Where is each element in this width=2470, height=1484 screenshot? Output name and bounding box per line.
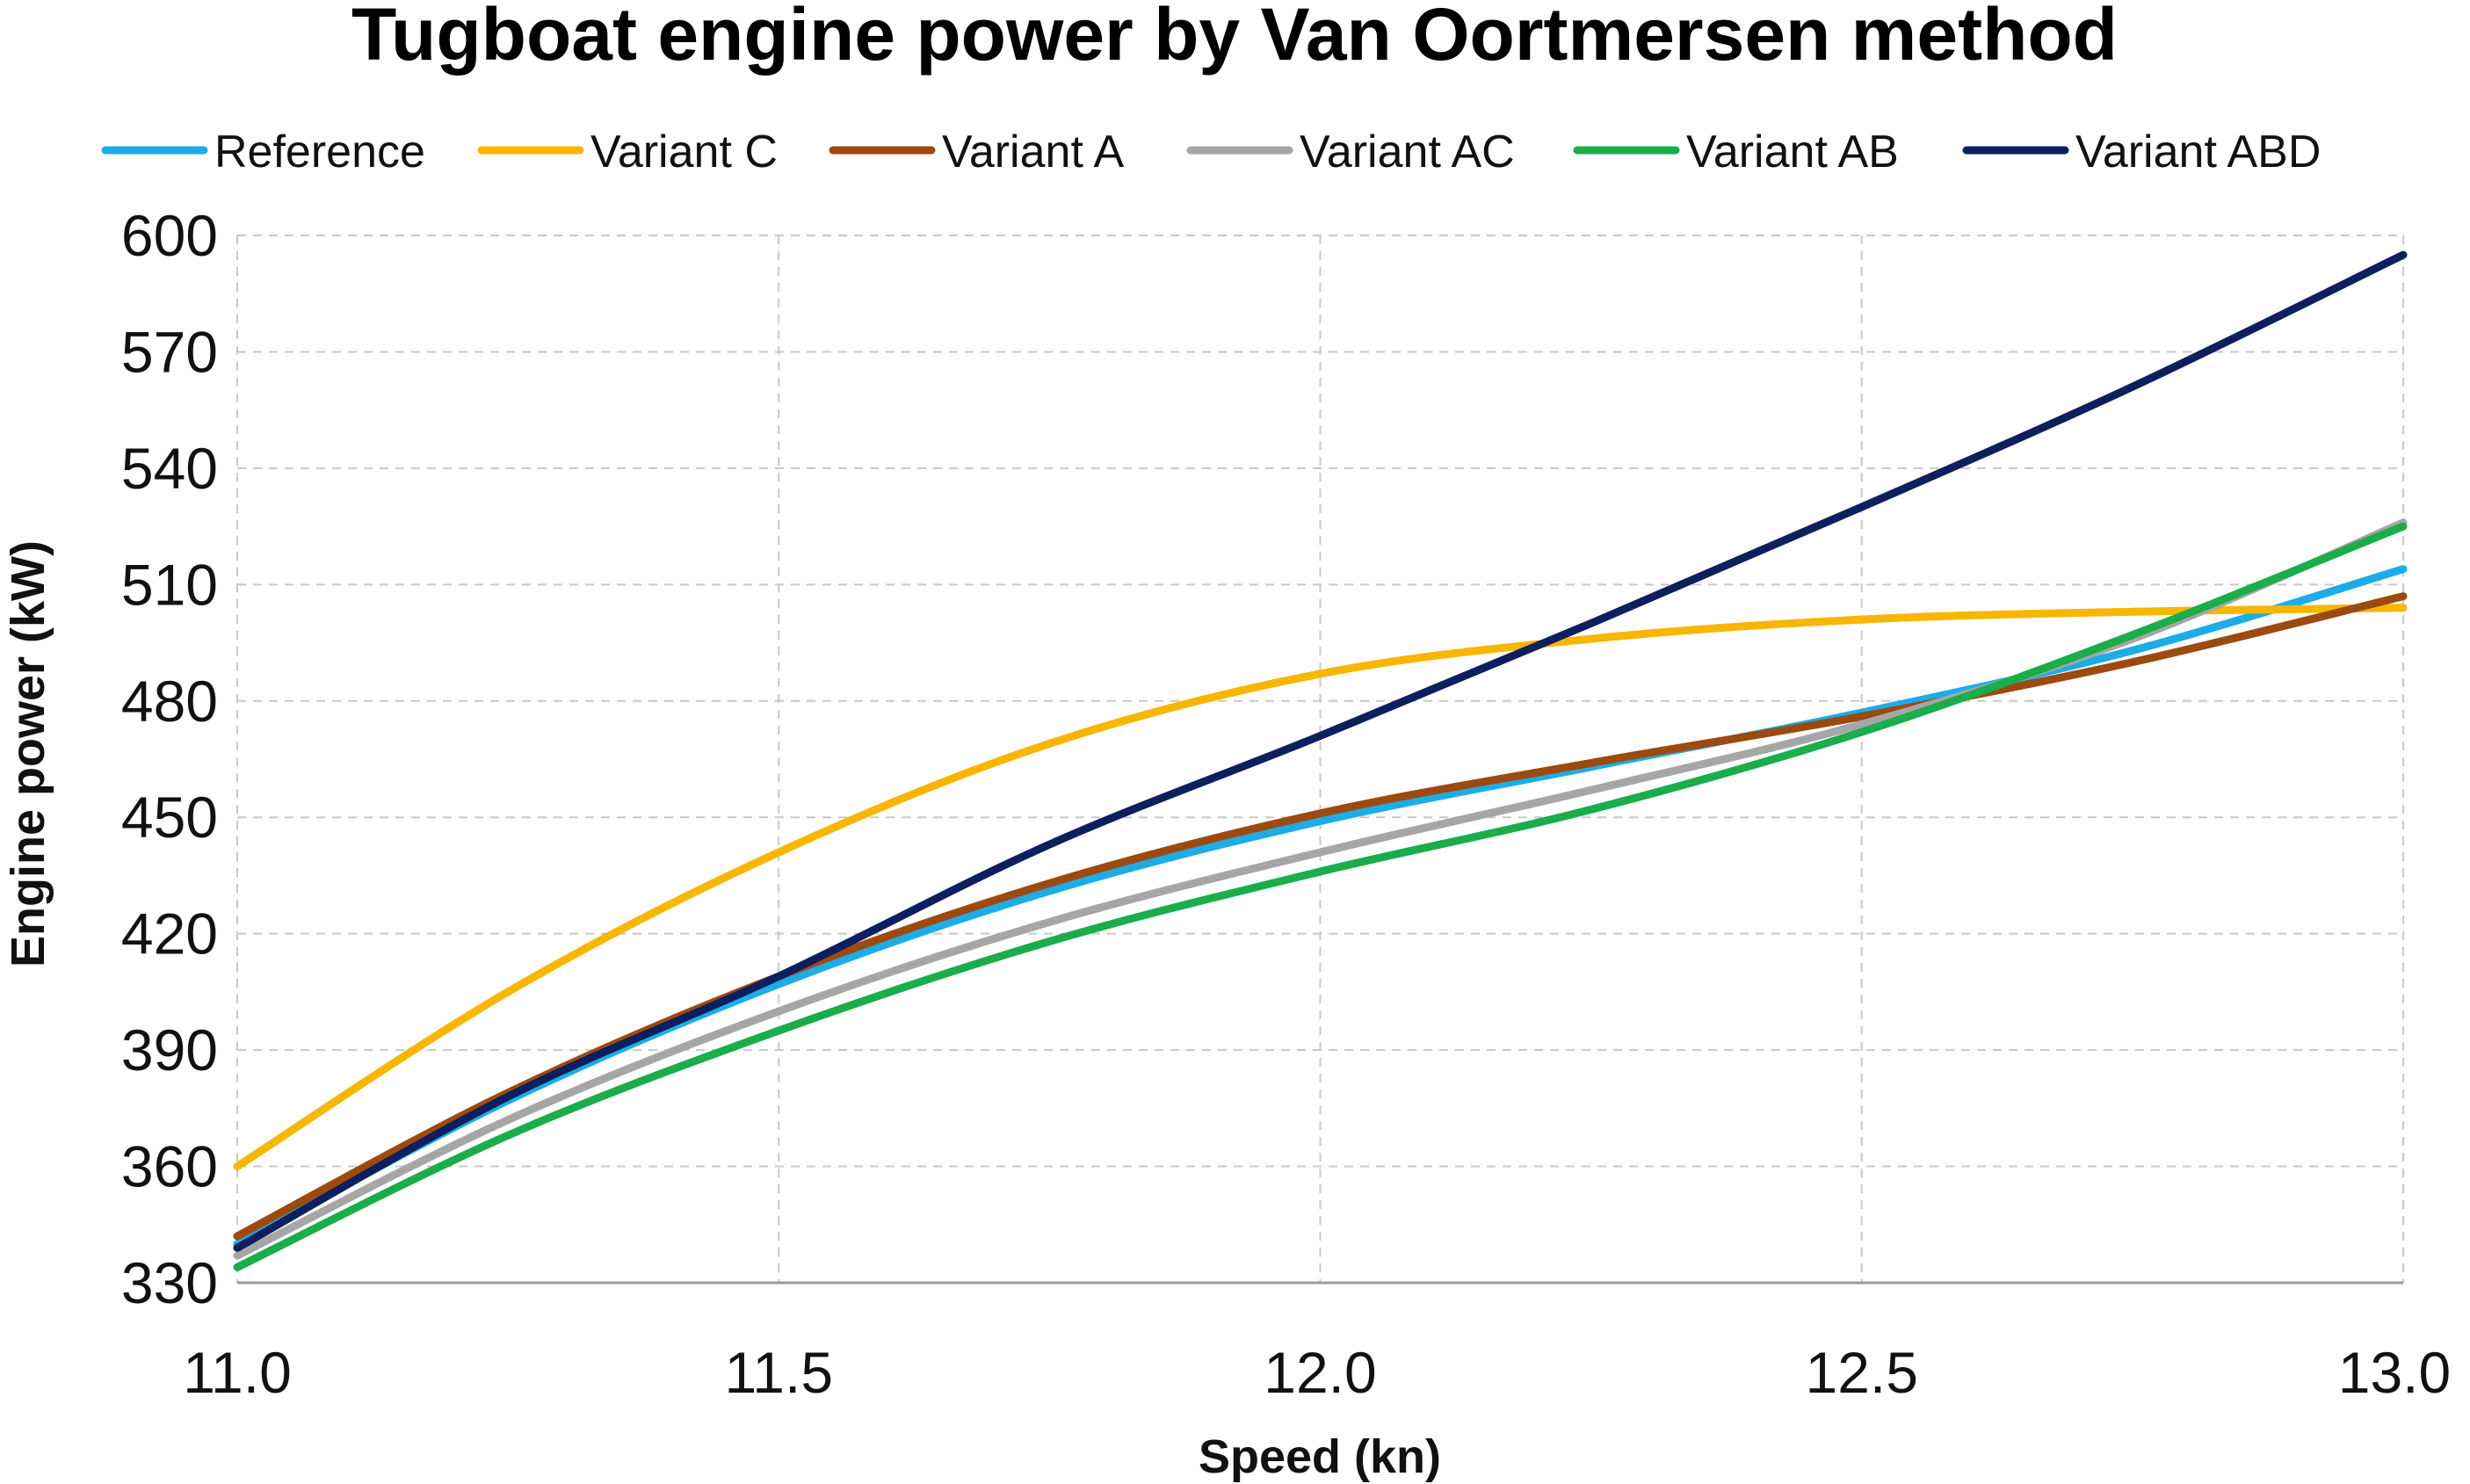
y-tick-label: 540 bbox=[121, 436, 218, 501]
legend-label-variant-abd: Variant ABD bbox=[2075, 127, 2321, 177]
chart-legend: Reference Variant C Variant A Variant AC Var… bbox=[101, 127, 2321, 177]
y-tick-label: 420 bbox=[121, 901, 218, 966]
y-tick-label: 360 bbox=[121, 1134, 218, 1199]
x-tick-label: 13.0 bbox=[2338, 1340, 2451, 1405]
legend-label-reference: Reference bbox=[214, 127, 425, 177]
x-tick-label: 12.0 bbox=[1264, 1340, 1376, 1405]
x-tick-labels: 11.0 11.5 12.0 12.5 13.0 bbox=[183, 1340, 2451, 1405]
y-tick-label: 600 bbox=[121, 203, 218, 268]
legend-label-variant-ab: Variant AB bbox=[1686, 127, 1899, 177]
x-tick-label: 11.5 bbox=[724, 1340, 833, 1405]
x-axis-title: Speed (kn) bbox=[1199, 1430, 1441, 1483]
y-tick-labels: 600 570 540 510 480 450 420 390 360 330 bbox=[121, 203, 218, 1315]
legend-label-variant-c: Variant C bbox=[590, 127, 778, 177]
series-lines bbox=[233, 250, 2408, 1271]
x-tick-label: 11.0 bbox=[183, 1340, 292, 1405]
x-tick-label: 12.5 bbox=[1806, 1340, 1918, 1405]
legend-label-variant-ac: Variant AC bbox=[1300, 127, 1515, 177]
y-tick-label: 480 bbox=[121, 669, 218, 734]
y-tick-label: 510 bbox=[121, 552, 218, 617]
y-tick-label: 570 bbox=[121, 319, 218, 384]
series-line-variant-ab bbox=[233, 522, 2408, 1271]
grid-lines bbox=[236, 235, 2404, 1283]
series-line-variant-c bbox=[233, 604, 2408, 1171]
y-tick-label: 330 bbox=[121, 1250, 218, 1315]
chart-title: Tugboat engine power by Van Oortmersen m… bbox=[351, 0, 2118, 76]
legend-label-variant-a: Variant A bbox=[942, 127, 1124, 177]
y-tick-label: 450 bbox=[121, 785, 218, 850]
series-line-variant-abd bbox=[233, 250, 2408, 1252]
y-tick-label: 390 bbox=[121, 1017, 218, 1082]
y-axis-title: Engine power (kW) bbox=[2, 540, 54, 967]
